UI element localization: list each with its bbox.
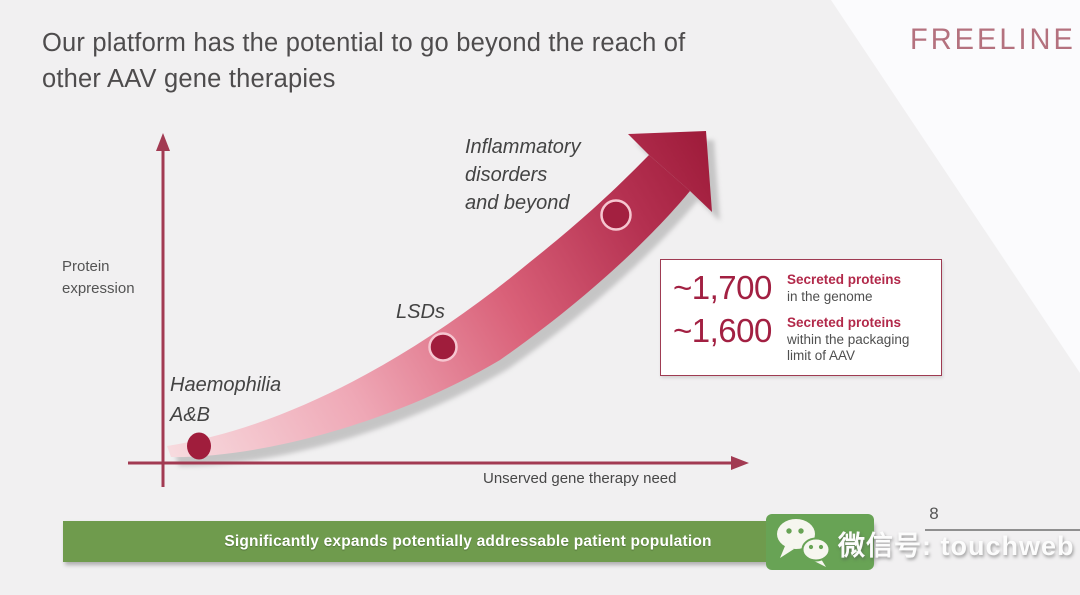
secreted-proteins-callout: ~1,700 Secreted proteins in the genome ~…: [660, 259, 942, 376]
callout-highlight: Secreted proteins: [787, 315, 902, 330]
callout-detail: in the genome: [787, 288, 873, 304]
watermark-text: 微信号: touchweb: [838, 531, 1075, 561]
slide-title: Our platform has the potential to go bey…: [42, 29, 686, 93]
page-number: 8: [929, 504, 939, 523]
point-label-lsds: LSDs: [396, 301, 445, 323]
callout-value-1700: ~1,700: [673, 269, 772, 306]
curve-arrowhead: [628, 131, 712, 212]
page-number-rule: [925, 529, 1080, 531]
point-label-haemophilia: Haemophilia A&B: [170, 374, 282, 426]
dot-haemophilia: [187, 432, 211, 460]
callout-row: ~1,600 Secreted proteins within the pack…: [673, 312, 931, 365]
callout-value-1600: ~1,600: [673, 312, 772, 349]
y-axis-arrow-icon: [156, 133, 170, 151]
dot-lsds: [428, 332, 458, 362]
x-axis-label: Unserved gene therapy need: [483, 470, 677, 487]
freeline-logo: FREELINE: [910, 23, 1076, 57]
wechat-icon: [777, 519, 831, 567]
callout-detail: within the packaging limit of AAV: [787, 331, 910, 364]
callout-row: ~1,700 Secreted proteins in the genome: [673, 269, 931, 307]
x-axis-arrow-icon: [731, 456, 749, 470]
callout-highlight: Secreted proteins: [787, 272, 902, 287]
y-axis-label: Protein expression: [62, 258, 135, 297]
banner-text: Significantly expands potentially addres…: [224, 532, 712, 550]
point-label-inflammatory: Inflammatory disorders and beyond: [465, 136, 581, 214]
bottom-banner: Significantly expands potentially addres…: [63, 521, 873, 562]
curve-arrow-band: [167, 155, 690, 458]
dot-inflammatory: [600, 199, 632, 231]
